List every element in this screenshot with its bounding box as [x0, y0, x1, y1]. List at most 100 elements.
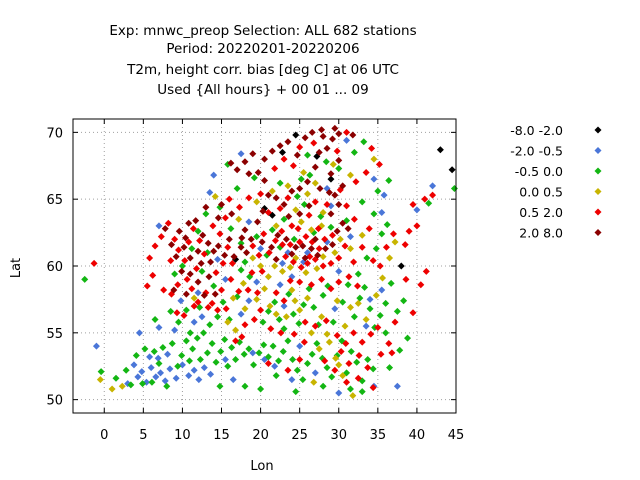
data-point	[288, 286, 296, 294]
data-point	[249, 254, 257, 262]
data-point	[288, 187, 296, 195]
data-point	[361, 283, 369, 291]
data-point	[147, 364, 155, 372]
data-point	[207, 370, 215, 378]
data-point	[358, 231, 366, 239]
data-point	[296, 210, 304, 218]
data-point	[339, 372, 347, 380]
data-point	[161, 225, 169, 233]
data-point	[238, 333, 246, 341]
data-points	[81, 124, 458, 400]
data-point	[249, 242, 257, 250]
data-point	[289, 356, 297, 364]
data-point	[253, 278, 261, 286]
data-point	[346, 385, 354, 393]
legend-label: -0.5 0.0	[515, 164, 563, 179]
data-point	[214, 306, 222, 314]
title-line-2: Period: 20220201-20220206	[166, 41, 359, 57]
data-point	[221, 251, 229, 259]
data-point	[335, 389, 343, 397]
data-point	[335, 254, 343, 262]
data-point	[289, 258, 297, 266]
data-point	[182, 234, 190, 242]
data-point	[332, 354, 340, 362]
data-point	[284, 194, 292, 202]
data-point	[148, 378, 156, 386]
data-point	[362, 168, 370, 176]
data-point	[346, 233, 354, 241]
data-point	[366, 295, 374, 303]
data-point	[182, 290, 190, 298]
data-point	[241, 226, 249, 234]
data-point	[190, 302, 198, 310]
data-point	[188, 285, 196, 293]
x-tick-label: 30	[330, 428, 347, 443]
data-point	[200, 329, 208, 337]
data-point	[264, 191, 272, 199]
data-point	[200, 250, 208, 258]
data-point	[135, 329, 143, 337]
data-point	[374, 187, 382, 195]
data-point	[112, 374, 120, 382]
data-point	[203, 349, 211, 357]
data-point	[276, 179, 284, 187]
data-point	[372, 291, 380, 299]
data-point	[118, 382, 126, 390]
data-point	[319, 262, 327, 270]
data-point	[186, 254, 194, 262]
data-point	[160, 286, 168, 294]
data-point	[244, 286, 252, 294]
data-point	[339, 298, 347, 306]
data-point	[221, 214, 229, 222]
data-point	[355, 352, 363, 360]
data-point	[245, 194, 253, 202]
data-point	[222, 305, 230, 313]
data-point	[413, 206, 421, 214]
data-point	[292, 388, 300, 396]
data-point	[196, 303, 204, 311]
data-point	[271, 362, 279, 370]
data-point	[228, 259, 236, 267]
data-point	[282, 313, 290, 321]
data-point	[202, 203, 210, 211]
data-point	[387, 279, 395, 287]
data-point	[323, 364, 331, 372]
data-point	[289, 310, 297, 318]
data-point	[319, 253, 327, 261]
data-point	[261, 176, 268, 184]
data-point	[310, 303, 318, 311]
data-point	[378, 209, 386, 217]
data-point	[319, 132, 327, 140]
data-point	[257, 306, 265, 314]
x-tick-label: 5	[139, 428, 147, 443]
data-point	[370, 210, 378, 218]
data-point	[200, 364, 208, 372]
data-point	[272, 310, 280, 318]
data-point	[248, 269, 256, 277]
y-tick-label: 65	[46, 193, 63, 208]
data-point	[250, 315, 258, 323]
data-point	[322, 317, 330, 325]
data-point	[295, 319, 303, 327]
data-point	[388, 349, 396, 357]
data-point	[279, 348, 287, 356]
data-point	[307, 226, 315, 234]
data-point	[264, 353, 272, 361]
data-point	[349, 392, 357, 400]
data-point	[92, 342, 100, 350]
data-point	[350, 215, 358, 223]
data-point	[318, 275, 326, 283]
legend-marker	[594, 229, 602, 236]
data-point	[196, 356, 204, 364]
data-point	[216, 230, 224, 238]
x-tick-label: 25	[291, 428, 308, 443]
data-point	[365, 225, 373, 233]
data-point	[235, 215, 243, 223]
data-point	[254, 168, 262, 176]
data-point	[370, 155, 378, 163]
data-point	[293, 193, 301, 201]
data-point	[288, 222, 296, 230]
data-point	[347, 348, 355, 356]
data-point	[227, 225, 235, 233]
data-point	[341, 242, 349, 250]
